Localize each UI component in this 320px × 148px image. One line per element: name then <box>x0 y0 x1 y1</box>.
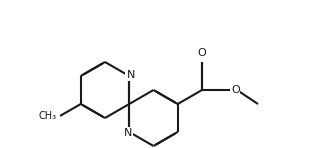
Text: N: N <box>124 128 132 138</box>
Text: N: N <box>127 70 135 80</box>
Text: CH₃: CH₃ <box>38 111 56 121</box>
Text: O: O <box>198 48 206 58</box>
Text: O: O <box>231 85 240 95</box>
